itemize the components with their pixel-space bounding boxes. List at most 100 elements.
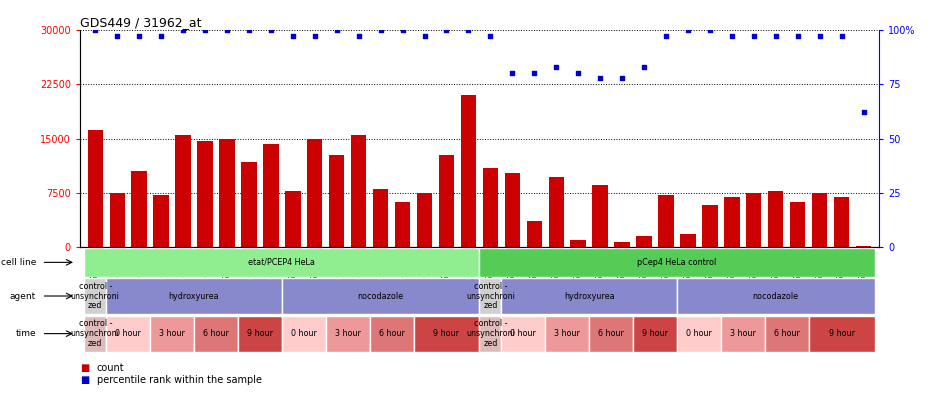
Text: agent: agent (9, 291, 36, 301)
Bar (549, 177, 564, 248)
Point (658, 33, 673, 39)
Bar (373, 189, 388, 248)
Point (176, 27, 191, 33)
Bar (106, 316, 150, 352)
Point (768, 33, 783, 39)
Text: ■: ■ (80, 363, 89, 373)
Bar (765, 316, 808, 352)
Bar (106, 278, 282, 314)
Bar (812, 193, 827, 248)
Bar (483, 168, 498, 248)
Bar (263, 145, 278, 248)
Bar (85, 248, 479, 276)
Text: control -
unsynchroni
zed: control - unsynchroni zed (70, 282, 119, 310)
Bar (615, 242, 630, 248)
Point (132, 33, 147, 39)
Point (286, 33, 301, 39)
Bar (395, 202, 410, 248)
Point (395, 27, 410, 33)
Text: time: time (15, 329, 36, 338)
Bar (855, 246, 871, 248)
Text: 6 hour: 6 hour (598, 329, 624, 338)
Bar (285, 191, 301, 248)
Point (483, 33, 498, 39)
Bar (416, 193, 432, 248)
Text: 9 hour: 9 hour (642, 329, 668, 338)
Text: 6 hour: 6 hour (379, 329, 404, 338)
Point (242, 27, 257, 33)
Point (461, 27, 476, 33)
Bar (501, 278, 677, 314)
Text: nocodazole: nocodazole (357, 291, 403, 301)
Point (746, 33, 761, 39)
Point (681, 27, 696, 33)
Bar (501, 316, 545, 352)
Text: 0 hour: 0 hour (116, 329, 141, 338)
Text: pCep4 HeLa control: pCep4 HeLa control (637, 258, 716, 267)
Bar (439, 154, 454, 248)
Point (571, 70, 586, 76)
Point (526, 70, 541, 76)
Text: count: count (97, 363, 124, 373)
Bar (636, 236, 651, 248)
Text: 3 hour: 3 hour (159, 329, 185, 338)
Point (87, 27, 102, 33)
Bar (282, 316, 326, 352)
Point (791, 33, 806, 39)
Point (856, 109, 871, 116)
Bar (326, 316, 369, 352)
Bar (219, 139, 235, 248)
Bar (834, 197, 849, 248)
Text: control -
unsynchroni
zed: control - unsynchroni zed (70, 320, 119, 348)
Bar (808, 316, 874, 352)
Bar (721, 316, 765, 352)
Bar (85, 278, 106, 314)
Bar (677, 278, 874, 314)
Bar (307, 139, 322, 248)
Bar (658, 195, 674, 248)
Text: hydroxyurea: hydroxyurea (564, 291, 615, 301)
Bar (545, 316, 589, 352)
Bar (677, 316, 721, 352)
Text: cell line: cell line (1, 258, 36, 267)
Bar (87, 130, 103, 248)
Point (417, 33, 432, 39)
Text: control -
unsynchroni
zed: control - unsynchroni zed (466, 320, 515, 348)
Bar (790, 202, 806, 248)
Bar (282, 278, 479, 314)
Text: control -
unsynchroni
zed: control - unsynchroni zed (466, 282, 515, 310)
Text: 0 hour: 0 hour (686, 329, 712, 338)
Bar (197, 141, 212, 248)
Point (197, 27, 212, 33)
Point (263, 27, 278, 33)
Text: 0 hour: 0 hour (290, 329, 317, 338)
Text: 3 hour: 3 hour (729, 329, 756, 338)
Text: etat/PCEP4 HeLa: etat/PCEP4 HeLa (248, 258, 315, 267)
Bar (132, 171, 147, 248)
Bar (746, 193, 761, 248)
Bar (329, 154, 344, 248)
Bar (479, 278, 501, 314)
Point (373, 27, 388, 33)
Point (352, 33, 367, 39)
Text: 3 hour: 3 hour (555, 329, 580, 338)
Bar (681, 234, 696, 248)
Bar (369, 316, 414, 352)
Bar (505, 173, 520, 248)
Point (549, 63, 564, 70)
Point (834, 33, 849, 39)
Text: 6 hour: 6 hour (203, 329, 229, 338)
Point (439, 27, 454, 33)
Bar (571, 240, 586, 248)
Point (110, 33, 125, 39)
Text: 0 hour: 0 hour (510, 329, 536, 338)
Bar (592, 185, 608, 248)
Text: hydroxyurea: hydroxyurea (169, 291, 219, 301)
Bar (194, 316, 238, 352)
Text: 9 hour: 9 hour (433, 329, 460, 338)
Text: 9 hour: 9 hour (247, 329, 273, 338)
Bar (150, 316, 194, 352)
Point (812, 33, 827, 39)
Bar (526, 221, 542, 248)
Bar (768, 191, 783, 248)
